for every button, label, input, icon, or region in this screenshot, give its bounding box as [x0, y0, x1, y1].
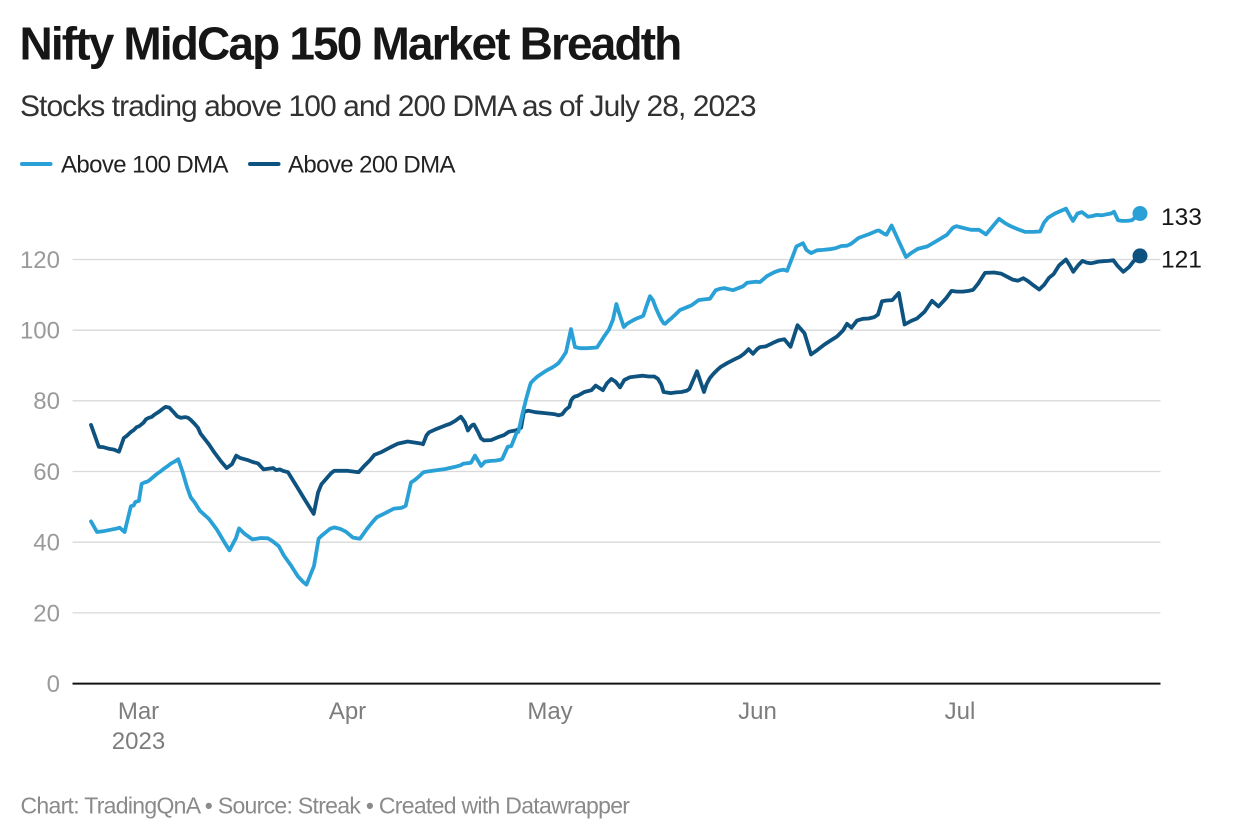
- svg-text:0: 0: [47, 671, 60, 698]
- svg-text:Jul: Jul: [945, 698, 976, 725]
- svg-text:2023: 2023: [112, 728, 165, 755]
- svg-text:80: 80: [33, 388, 60, 415]
- svg-text:Chart: TradingQnA • Source: St: Chart: TradingQnA • Source: Streak • Cre…: [21, 792, 631, 818]
- svg-text:100: 100: [20, 318, 60, 345]
- svg-text:Above 100 DMA: Above 100 DMA: [61, 152, 229, 179]
- svg-text:Nifty MidCap 150 Market Breadt: Nifty MidCap 150 Market Breadth: [20, 18, 681, 70]
- svg-text:120: 120: [20, 247, 60, 274]
- svg-text:20: 20: [33, 600, 60, 627]
- svg-text:Stocks trading above 100 and 2: Stocks trading above 100 and 200 DMA as …: [20, 90, 756, 123]
- svg-text:Apr: Apr: [329, 698, 366, 725]
- svg-text:May: May: [527, 698, 572, 725]
- svg-text:40: 40: [33, 530, 60, 557]
- svg-text:Mar: Mar: [118, 698, 159, 725]
- svg-text:133: 133: [1161, 204, 1202, 231]
- svg-text:121: 121: [1161, 246, 1202, 273]
- svg-text:Jun: Jun: [738, 698, 777, 725]
- svg-text:Above 200 DMA: Above 200 DMA: [288, 152, 456, 179]
- svg-text:60: 60: [33, 459, 60, 486]
